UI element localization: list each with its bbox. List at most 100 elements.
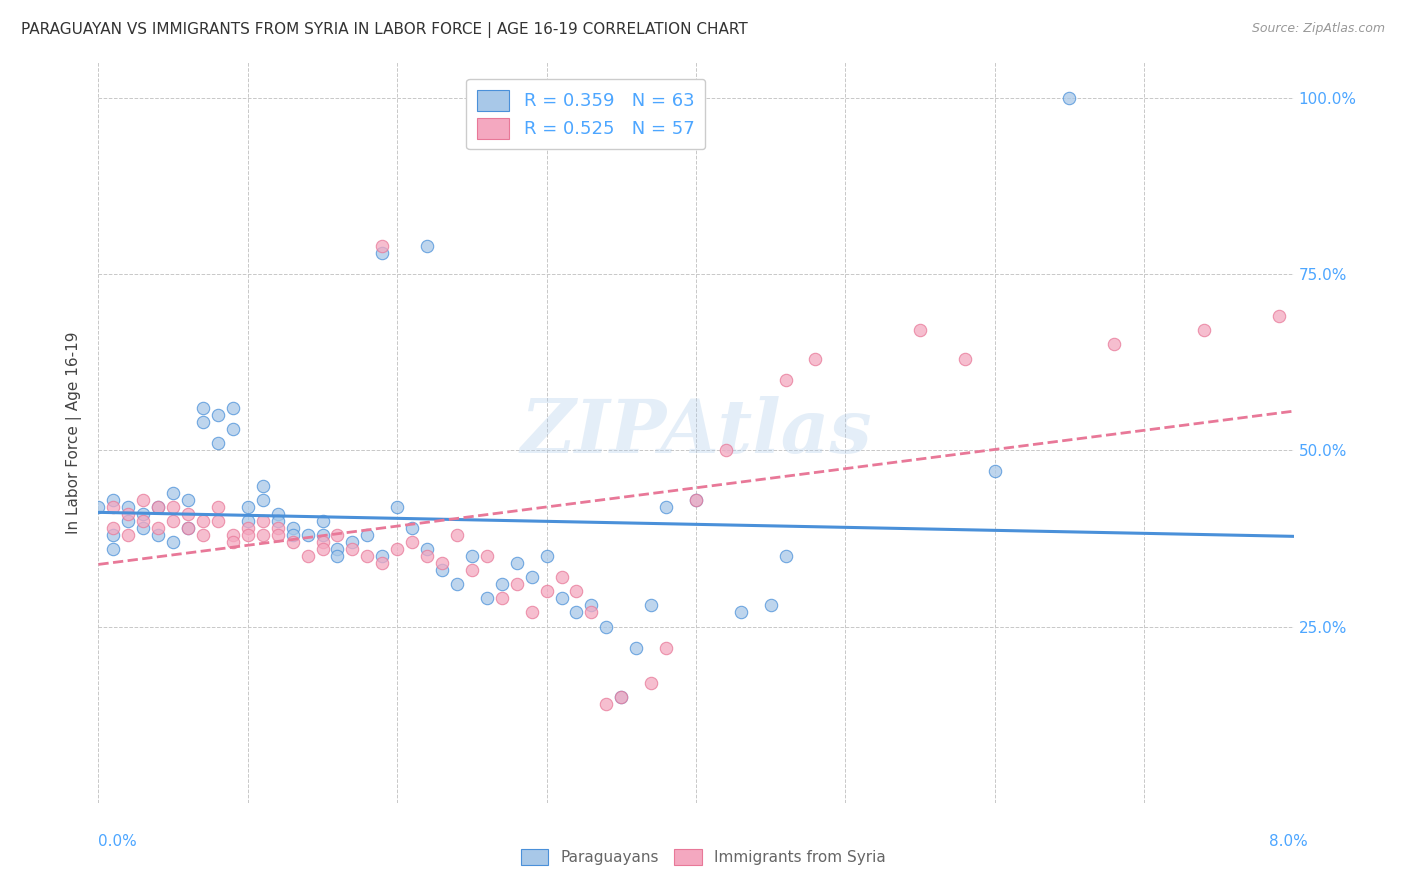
Point xyxy=(117,500,139,514)
Point xyxy=(103,521,125,535)
Point xyxy=(401,535,423,549)
Point xyxy=(1104,337,1126,351)
Point xyxy=(1267,310,1289,324)
Point xyxy=(430,563,453,577)
Point xyxy=(1192,323,1215,337)
Point xyxy=(132,521,155,535)
Point xyxy=(326,549,349,563)
Text: ZIPAtlas: ZIPAtlas xyxy=(520,396,872,469)
Point xyxy=(311,535,333,549)
Point xyxy=(117,514,139,528)
Point xyxy=(953,351,976,366)
Point xyxy=(385,500,409,514)
Point xyxy=(342,535,364,549)
Point xyxy=(446,577,468,591)
Point xyxy=(177,521,200,535)
Point xyxy=(103,541,125,556)
Point xyxy=(222,401,245,415)
Point xyxy=(191,514,214,528)
Point xyxy=(162,535,184,549)
Point xyxy=(804,351,827,366)
Point xyxy=(252,478,274,492)
Point xyxy=(775,549,797,563)
Point xyxy=(326,528,349,542)
Point xyxy=(371,239,394,253)
Point xyxy=(311,541,333,556)
Point xyxy=(446,528,468,542)
Point xyxy=(506,577,529,591)
Point xyxy=(520,606,543,620)
Point xyxy=(132,492,155,507)
Point xyxy=(475,591,498,606)
Point xyxy=(236,500,259,514)
Point xyxy=(311,514,333,528)
Point xyxy=(371,245,394,260)
Point xyxy=(222,422,245,436)
Y-axis label: In Labor Force | Age 16-19: In Labor Force | Age 16-19 xyxy=(66,331,83,534)
Point xyxy=(326,541,349,556)
Point xyxy=(565,606,588,620)
Point xyxy=(491,591,513,606)
Point xyxy=(759,599,782,613)
Point xyxy=(595,619,617,633)
Point xyxy=(132,514,155,528)
Point xyxy=(550,591,572,606)
Point xyxy=(640,676,662,690)
Point xyxy=(416,549,439,563)
Point xyxy=(297,528,319,542)
Point xyxy=(730,606,752,620)
Point xyxy=(222,528,245,542)
Point xyxy=(103,528,125,542)
Point xyxy=(162,485,184,500)
Point xyxy=(281,521,304,535)
Text: Source: ZipAtlas.com: Source: ZipAtlas.com xyxy=(1251,22,1385,36)
Point xyxy=(297,549,319,563)
Point xyxy=(267,528,290,542)
Point xyxy=(191,415,214,429)
Point xyxy=(714,443,737,458)
Point xyxy=(356,549,378,563)
Point xyxy=(461,563,484,577)
Point xyxy=(371,549,394,563)
Point xyxy=(267,521,290,535)
Point xyxy=(236,521,259,535)
Point xyxy=(475,549,498,563)
Point xyxy=(416,239,439,253)
Point xyxy=(148,500,170,514)
Point xyxy=(536,549,558,563)
Point xyxy=(1059,91,1081,105)
Point xyxy=(506,556,529,570)
Point xyxy=(252,514,274,528)
Point xyxy=(685,492,707,507)
Point xyxy=(416,541,439,556)
Point xyxy=(430,556,453,570)
Point xyxy=(162,500,184,514)
Legend: R = 0.359   N = 63, R = 0.525   N = 57: R = 0.359 N = 63, R = 0.525 N = 57 xyxy=(465,78,706,150)
Point xyxy=(626,640,648,655)
Point xyxy=(311,528,333,542)
Legend: Paraguayans, Immigrants from Syria: Paraguayans, Immigrants from Syria xyxy=(515,843,891,871)
Point xyxy=(252,492,274,507)
Point xyxy=(775,373,797,387)
Point xyxy=(550,570,572,584)
Point xyxy=(595,697,617,711)
Point xyxy=(640,599,662,613)
Point xyxy=(252,528,274,542)
Point xyxy=(536,584,558,599)
Point xyxy=(191,401,214,415)
Point xyxy=(222,535,245,549)
Point xyxy=(207,500,229,514)
Point xyxy=(103,500,125,514)
Text: 0.0%: 0.0% xyxy=(98,834,138,849)
Point xyxy=(461,549,484,563)
Point xyxy=(685,492,707,507)
Point xyxy=(342,541,364,556)
Point xyxy=(267,507,290,521)
Point xyxy=(162,514,184,528)
Point xyxy=(491,577,513,591)
Point xyxy=(132,507,155,521)
Point xyxy=(610,690,633,704)
Point xyxy=(207,514,229,528)
Point xyxy=(371,556,394,570)
Text: PARAGUAYAN VS IMMIGRANTS FROM SYRIA IN LABOR FORCE | AGE 16-19 CORRELATION CHART: PARAGUAYAN VS IMMIGRANTS FROM SYRIA IN L… xyxy=(21,22,748,38)
